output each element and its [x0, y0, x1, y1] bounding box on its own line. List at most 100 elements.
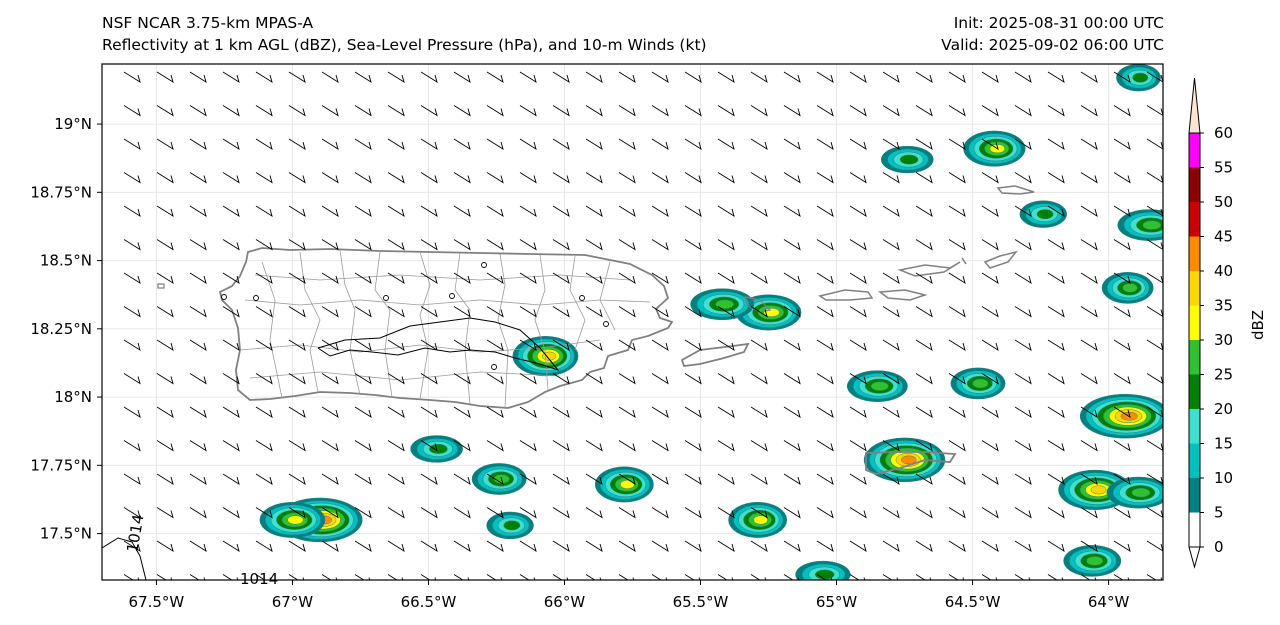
wind-barb	[486, 205, 504, 218]
wind-barb	[915, 306, 933, 318]
wind-barb	[387, 373, 405, 385]
wind-barb	[816, 373, 834, 385]
wind-barb	[453, 507, 471, 519]
wind-barb	[453, 540, 471, 553]
x-tick-label: 67°W	[272, 593, 314, 611]
wind-barb	[651, 172, 669, 184]
colorbar-segment	[1189, 512, 1200, 547]
wind-barb	[1014, 440, 1032, 452]
mona-island	[157, 283, 165, 289]
wind-barb	[1014, 71, 1032, 84]
wind-barb	[1146, 373, 1163, 385]
wind-barb	[519, 507, 537, 519]
wind-barb	[420, 172, 438, 184]
city-marker	[383, 295, 389, 301]
wind-barb	[222, 540, 240, 553]
wind-barb	[783, 105, 801, 117]
wind-barb	[123, 71, 141, 84]
wind-barb	[222, 138, 240, 151]
wind-barb	[255, 339, 273, 352]
wind-barb	[849, 71, 867, 84]
wind-barb	[1014, 406, 1032, 419]
wind-barb	[915, 507, 933, 519]
wind-barb	[618, 172, 636, 184]
wind-barb	[486, 272, 504, 285]
wind-barb	[750, 473, 768, 486]
wind-barb	[1047, 138, 1065, 151]
wind-barb	[816, 239, 834, 251]
wind-barb	[981, 306, 999, 318]
wind-barb	[1047, 105, 1065, 117]
wind-barb	[123, 105, 141, 117]
wind-barb	[816, 138, 834, 151]
wind-barb	[1080, 306, 1098, 318]
wind-barb	[321, 339, 339, 352]
wind-barb	[717, 239, 735, 251]
wind-barb	[1080, 540, 1098, 553]
wind-barb	[684, 440, 702, 452]
wind-barb	[981, 205, 999, 218]
wind-barb	[585, 272, 603, 285]
wind-barb	[981, 105, 999, 117]
wind-barb	[684, 205, 702, 218]
wind-barb	[1080, 339, 1098, 352]
colorbar-tick-label: 20	[1214, 400, 1233, 418]
wind-barb	[354, 540, 372, 553]
wind-barb	[519, 473, 537, 486]
wind-barb	[552, 272, 570, 285]
wind-barb	[255, 540, 273, 553]
wind-barb	[882, 205, 900, 218]
wind-barb	[750, 373, 768, 385]
wind-barb	[552, 105, 570, 117]
reflectivity-cell	[486, 511, 534, 540]
wind-barb	[651, 205, 669, 218]
wind-barb	[618, 138, 636, 151]
wind-barb	[321, 272, 339, 285]
wind-barb	[816, 507, 834, 519]
map-frame	[101, 63, 1164, 581]
city-markers	[221, 262, 609, 370]
wind-barb	[783, 406, 801, 419]
wind-barb	[1047, 406, 1065, 419]
wind-barb	[552, 507, 570, 519]
wind-barb	[585, 239, 603, 251]
wind-barb	[651, 507, 669, 519]
wind-barb	[882, 440, 900, 452]
wind-barb	[288, 440, 306, 452]
wind-barb	[156, 138, 174, 151]
wind-barb	[717, 406, 735, 419]
wind-barb	[486, 172, 504, 184]
wind-barb	[387, 339, 405, 352]
wind-barb	[684, 507, 702, 519]
wind-barb	[519, 138, 537, 151]
wind-barb	[519, 540, 537, 553]
wind-barb	[123, 239, 141, 251]
wind-barb	[387, 540, 405, 553]
vieques-coastline	[680, 342, 750, 367]
wind-barb	[585, 473, 603, 486]
wind-barb	[420, 373, 438, 385]
wind-barb	[123, 205, 141, 218]
wind-barb	[354, 406, 372, 419]
wind-barb	[948, 473, 966, 486]
wind-barb	[882, 306, 900, 318]
wind-barb	[222, 105, 240, 117]
reflectivity-cell	[1106, 476, 1163, 509]
wind-barb	[123, 172, 141, 184]
reflectivity-cell	[1079, 393, 1163, 439]
wind-barb	[453, 440, 471, 452]
wind-barb	[816, 205, 834, 218]
colorbar-segment	[1189, 340, 1200, 375]
wind-barb	[717, 373, 735, 385]
colorbar-segment	[1189, 271, 1200, 306]
wind-barb	[519, 373, 537, 385]
wind-barb	[453, 306, 471, 318]
wind-barb	[486, 339, 504, 352]
wind-barb	[618, 406, 636, 419]
wind-barb	[387, 172, 405, 184]
wind-barb	[288, 373, 306, 385]
wind-barb	[519, 172, 537, 184]
wind-barb	[750, 205, 768, 218]
wind-barb	[519, 239, 537, 251]
wind-barb	[552, 71, 570, 84]
